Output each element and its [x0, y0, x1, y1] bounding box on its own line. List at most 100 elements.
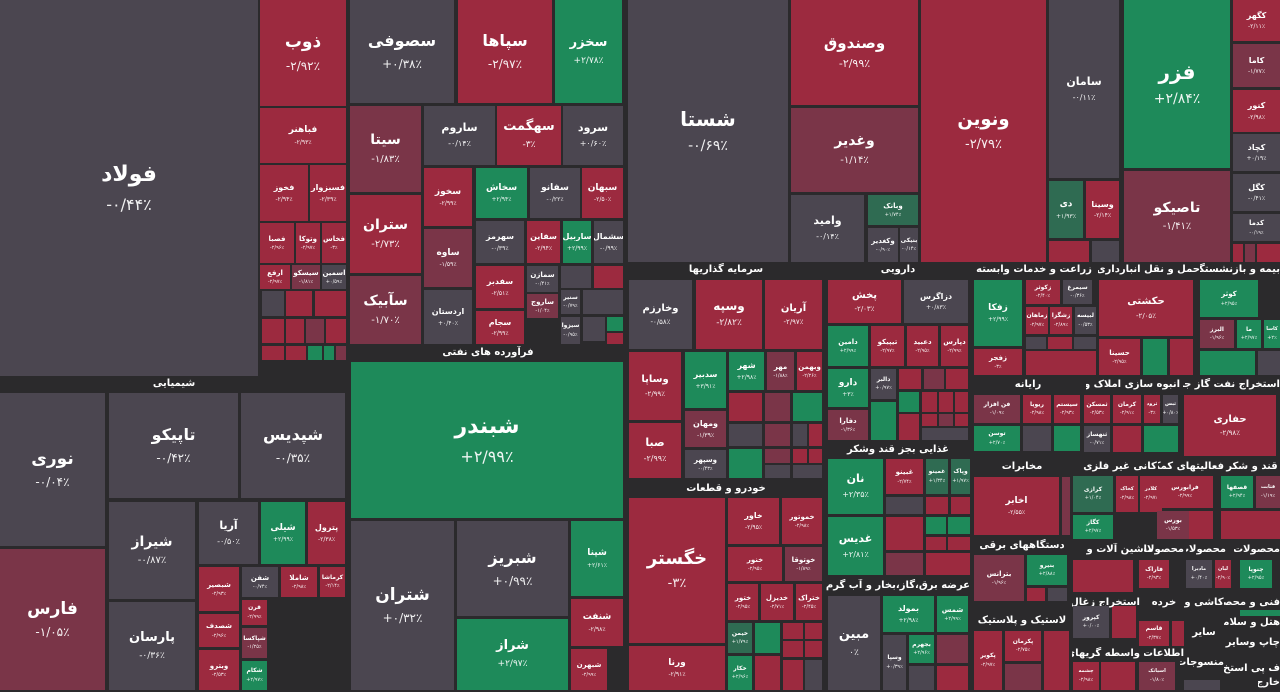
stock-tile[interactable]: کاما -۱/۷۷٪	[1233, 44, 1280, 87]
minor-tile[interactable]	[793, 449, 807, 463]
stock-tile[interactable]: فسبزوار -۲/۳۹٪	[310, 165, 346, 221]
minor-tile[interactable]	[955, 414, 968, 426]
stock-tile[interactable]: دپارس -۲/۹۹٪	[941, 326, 968, 366]
stock-tile[interactable]: شاملا -۲/۹۸٪	[281, 567, 317, 597]
minor-tile[interactable]	[315, 291, 346, 316]
stock-tile[interactable]: وتوکا -۲/۹۷٪	[296, 223, 320, 263]
stock-tile[interactable]: قصفها +۲/۹۴٪	[1221, 476, 1253, 508]
minor-tile[interactable]	[1062, 477, 1070, 535]
stock-tile[interactable]: کلادر -۲/۹۷٪	[1140, 476, 1162, 512]
stock-tile[interactable]: پخش -۲/۰۳٪	[828, 280, 901, 323]
minor-tile[interactable]	[793, 424, 807, 446]
stock-tile[interactable]: فخاس -۳٪	[322, 223, 346, 263]
minor-tile[interactable]	[926, 517, 946, 534]
stock-tile[interactable]: شبهرن -۲/۹۹٪	[571, 649, 607, 690]
stock-tile[interactable]: دزاگرس +۰/۸۳٪	[904, 280, 968, 323]
stock-tile[interactable]: بترانس -۱/۹۶٪	[974, 555, 1024, 601]
stock-tile[interactable]: سپاها -۲/۹۷٪	[458, 0, 552, 103]
minor-tile[interactable]	[1023, 426, 1051, 451]
stock-tile[interactable]: ورنا -۲/۹۱٪	[629, 646, 725, 690]
stock-tile[interactable]: سصوفی +۰/۳۸٪	[350, 0, 454, 103]
minor-tile[interactable]	[1245, 244, 1255, 262]
minor-tile[interactable]	[1026, 351, 1096, 375]
minor-tile[interactable]	[805, 623, 822, 639]
stock-tile[interactable]: وسپهر -۰/۴۳٪	[685, 450, 726, 478]
minor-tile[interactable]	[286, 319, 304, 343]
stock-tile[interactable]: اسمین +۰/۵۹٪	[322, 265, 346, 289]
stock-tile[interactable]: سرود +۰/۶۰٪	[563, 106, 623, 165]
stock-tile[interactable]: ومهان -۱/۳۹٪	[685, 411, 726, 447]
stock-tile[interactable]: کگل -۰/۴۱٪	[1233, 174, 1280, 211]
minor-tile[interactable]	[1172, 621, 1184, 646]
stock-tile[interactable]: غدیس +۲/۸۱٪	[828, 517, 883, 575]
stock-tile[interactable]: زماهان -۲/۹۷٪	[1026, 307, 1048, 334]
stock-tile[interactable]: وپاک +۱/۹۷٪	[951, 459, 970, 494]
stock-tile[interactable]: ذوب -۲/۹۲٪	[260, 0, 346, 106]
stock-tile[interactable]: غبینو -۲/۷۴٪	[886, 459, 923, 494]
stock-tile[interactable]: وبهمن -۲/۲۶٪	[797, 352, 822, 390]
stock-tile[interactable]: شبریز +۰/۹۹٪	[457, 521, 568, 616]
stock-tile[interactable]: سهرمز -۰/۳۹٪	[476, 221, 524, 263]
minor-tile[interactable]	[1092, 241, 1119, 262]
stock-tile[interactable]: وساپا -۲/۹۹٪	[629, 352, 681, 420]
stock-tile[interactable]: فولاد -۰/۴۴٪	[0, 0, 258, 376]
minor-tile[interactable]	[583, 290, 623, 314]
stock-tile[interactable]: سیستم -۲/۹۳٪	[1054, 395, 1080, 423]
minor-tile[interactable]	[1257, 244, 1280, 262]
stock-tile[interactable]: سدبیر +۳/۹۱٪	[685, 352, 726, 408]
minor-tile[interactable]	[922, 414, 937, 426]
stock-tile[interactable]: پکویر -۲/۹۷٪	[974, 631, 1002, 690]
stock-tile[interactable]: نوری -۰/۰۴٪	[0, 393, 105, 546]
stock-tile[interactable]: کرمان -۲/۹۱٪	[1113, 395, 1141, 423]
stock-tile[interactable]: اردستان +۰/۴۰٪	[424, 290, 472, 344]
stock-tile[interactable]: فن افزار -۱/۰۹٪	[974, 395, 1020, 423]
stock-tile[interactable]: لبیسه -۰/۵۳٪	[1075, 307, 1096, 334]
stock-tile[interactable]: تیپیکو -۲/۹۷٪	[871, 326, 904, 366]
minor-tile[interactable]	[793, 393, 822, 421]
minor-tile[interactable]	[765, 449, 790, 463]
stock-tile[interactable]: وصندوق -۲/۹۹٪	[791, 0, 918, 105]
stock-tile[interactable]: ختور -۲/۹۵٪	[728, 584, 758, 620]
stock-tile[interactable]: بنیکی -۰/۱۴٪	[900, 228, 918, 262]
minor-tile[interactable]	[607, 333, 623, 344]
minor-tile[interactable]	[1048, 337, 1072, 349]
minor-tile[interactable]	[286, 291, 312, 316]
stock-tile[interactable]: کگاز +۲/۹۷٪	[1073, 515, 1113, 539]
stock-tile[interactable]: ساوه -۱/۵۹٪	[424, 229, 472, 287]
minor-tile[interactable]	[1005, 664, 1041, 690]
stock-tile[interactable]: ثمسکن -۲/۵۳٪	[1084, 395, 1110, 423]
stock-tile[interactable]: خوتوقا -۱/۸۹٪	[785, 547, 822, 581]
minor-tile[interactable]	[937, 666, 968, 690]
stock-tile[interactable]: کچاد +۰/۱۹٪	[1233, 134, 1280, 171]
minor-tile[interactable]	[262, 346, 284, 360]
minor-tile[interactable]	[308, 346, 322, 360]
minor-tile[interactable]	[561, 266, 591, 288]
stock-tile[interactable]: غمینو +۱/۳۴٪	[926, 459, 948, 494]
stock-tile[interactable]: شبندر +۲/۹۹٪	[351, 362, 623, 518]
stock-tile[interactable]: سخزر +۲/۷۸٪	[555, 0, 622, 103]
stock-tile[interactable]: ثنهساز -۰/۷۱٪	[1084, 426, 1110, 452]
stock-tile[interactable]: دی +۱/۹۳٪	[1049, 181, 1083, 238]
stock-tile[interactable]: مبین ۰٪	[828, 596, 880, 690]
stock-tile[interactable]: سامان -۰/۱۱٪	[1049, 0, 1119, 178]
stock-tile[interactable]: فصبا -۲/۹۶٪	[260, 223, 294, 263]
stock-tile[interactable]: بنیرو +۲/۸۸٪	[1027, 555, 1067, 585]
stock-tile[interactable]: فباهنر -۲/۹۳٪	[260, 108, 346, 163]
minor-tile[interactable]	[1027, 588, 1045, 601]
stock-tile[interactable]: فرابورس -۲/۹۹٪	[1157, 476, 1213, 508]
stock-tile[interactable]: شپدیس -۰/۳۵٪	[241, 393, 345, 498]
stock-tile[interactable]: سمازن -۰/۴۱٪	[527, 266, 558, 292]
stock-tile[interactable]: تاصیکو -۱/۴۱٪	[1124, 171, 1230, 262]
stock-tile[interactable]: البرز -۱/۹۶٪	[1200, 320, 1234, 348]
stock-tile[interactable]: وامید -۰/۱۴٪	[791, 195, 864, 262]
stock-tile[interactable]: ماديرا +۰/۴۰٪	[1186, 560, 1212, 588]
stock-tile[interactable]: ریویا -۲/۹۸٪	[1023, 395, 1051, 423]
minor-tile[interactable]	[1112, 606, 1136, 638]
minor-tile[interactable]	[899, 414, 919, 440]
stock-tile[interactable]: دفارا -۱/۳۶٪	[828, 410, 868, 440]
stock-tile[interactable]: فزر +۲/۸۴٪	[1124, 0, 1230, 168]
stock-tile[interactable]: سجام -۲/۹۹٪	[476, 311, 524, 344]
stock-tile[interactable]: اخابر -۲/۵۵٪	[974, 477, 1059, 535]
stock-tile[interactable]: شیراز -۰/۸۷٪	[109, 502, 195, 599]
minor-tile[interactable]	[886, 553, 923, 575]
